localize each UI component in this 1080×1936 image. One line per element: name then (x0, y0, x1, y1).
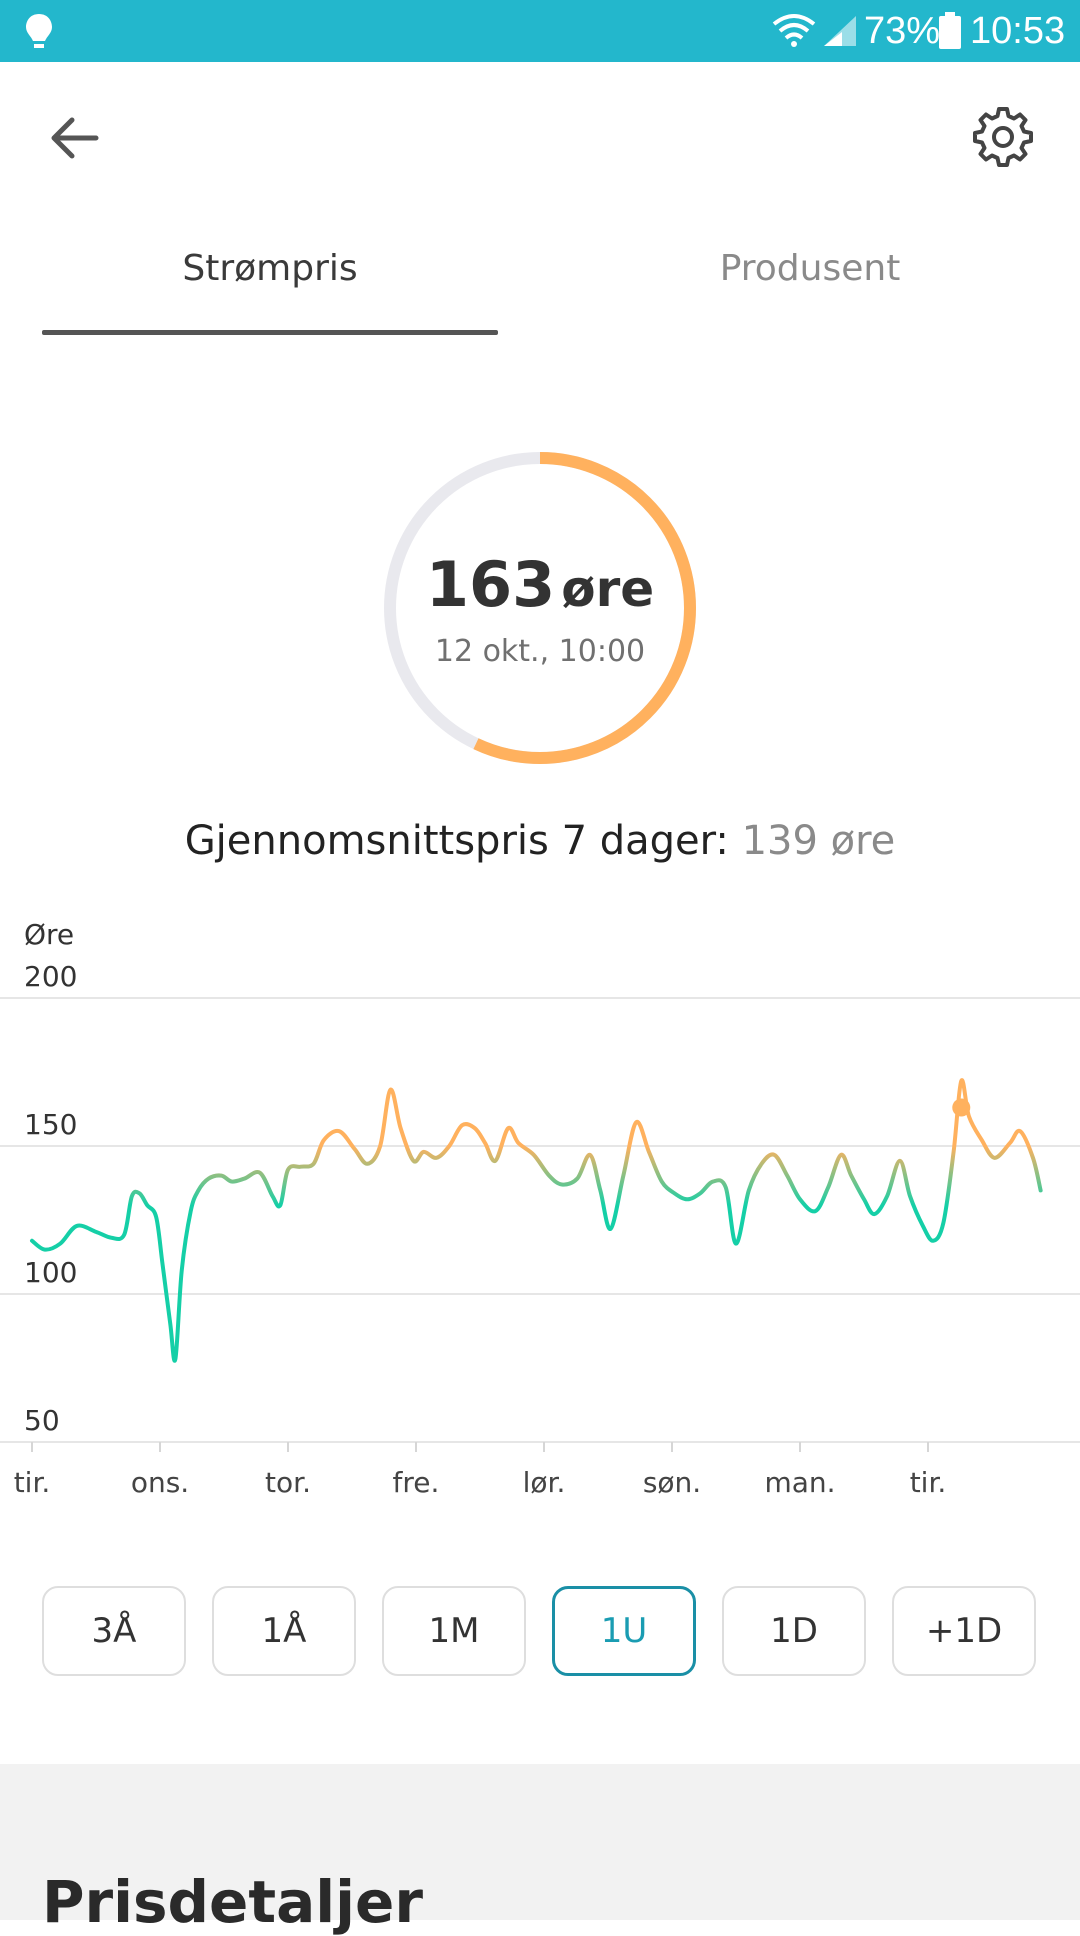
average-price-value: 139 øre (741, 818, 896, 864)
range-button-1d[interactable]: 1D (722, 1586, 866, 1676)
battery-percentage: 73% (864, 10, 941, 52)
x-tick-label: fre. (393, 1466, 440, 1499)
average-price: Gjennomsnittspris 7 dager: 139 øre (0, 818, 1080, 864)
active-tab-indicator (42, 330, 498, 335)
range-button-plus1d[interactable]: +1D (892, 1586, 1036, 1676)
current-price: 163 øre (378, 548, 702, 621)
y-tick-label: 200 (24, 960, 77, 993)
y-tick-label: 100 (24, 1256, 77, 1289)
y-tick-label: 50 (24, 1404, 60, 1437)
settings-button[interactable] (970, 104, 1036, 170)
current-price-marker (952, 1098, 971, 1117)
x-tick-label: ons. (131, 1466, 189, 1499)
battery-icon (938, 12, 962, 55)
bulb-icon (22, 10, 56, 59)
range-button-1a[interactable]: 1Å (212, 1586, 356, 1676)
gear-icon (973, 107, 1033, 167)
current-price-timestamp: 12 okt., 10:00 (434, 634, 646, 669)
back-button[interactable] (44, 108, 104, 168)
price-line (30, 1078, 1043, 1363)
current-price-value: 163 (425, 548, 556, 621)
price-details-title: Prisdetaljer (42, 1868, 423, 1936)
range-button-1m[interactable]: 1M (382, 1586, 526, 1676)
current-price-unit: øre (561, 560, 655, 618)
range-button-1u[interactable]: 1U (552, 1586, 696, 1676)
arrow-left-icon (51, 117, 99, 159)
x-tick-label: tir. (910, 1466, 947, 1499)
x-tick-label: tor. (265, 1466, 311, 1499)
x-tick-label: man. (764, 1466, 835, 1499)
gauge-fill (384, 452, 696, 764)
price-details-section: Prisdetaljer (0, 1764, 1080, 1936)
price-gauge (384, 452, 696, 764)
tab-strompris[interactable]: Strømpris (182, 248, 358, 289)
average-price-label: Gjennomsnittspris 7 dager: (184, 818, 729, 864)
clock: 10:53 (970, 10, 1066, 52)
range-button-3a[interactable]: 3Å (42, 1586, 186, 1676)
x-tick-label: lør. (523, 1466, 566, 1499)
x-tick-label: søn. (643, 1466, 701, 1499)
y-axis-label: Øre (24, 918, 74, 951)
wifi-icon (770, 12, 818, 55)
signal-icon (822, 14, 858, 53)
x-tick-label: tir. (14, 1466, 51, 1499)
price-chart[interactable]: Øre 200 150 100 50 tir. ons. tor. fre. lør. søn. ma… (0, 900, 1080, 1500)
gauge-label: 163 øre 12 okt., 10:00 (378, 446, 702, 770)
range-selector: 3Å 1Å 1M 1U 1D +1D (42, 1586, 1038, 1680)
status-bar: 73% 10:53 (0, 0, 1080, 62)
y-tick-label: 150 (24, 1108, 77, 1141)
tab-produsent[interactable]: Produsent (719, 248, 901, 289)
